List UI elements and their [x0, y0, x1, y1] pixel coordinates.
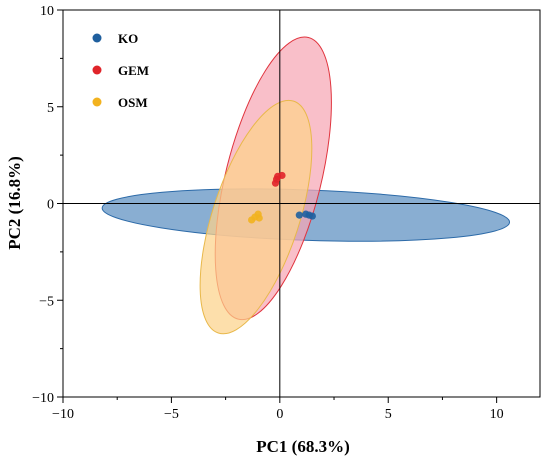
- x-tick-label: −10: [52, 407, 74, 422]
- legend-marker-gem: [92, 65, 102, 75]
- y-tick-label: 5: [47, 101, 54, 116]
- y-tick-label: −10: [32, 391, 54, 406]
- legend-marker-ko: [92, 33, 102, 43]
- y-tick-label: 0: [47, 198, 54, 213]
- legend: KO GEM OSM: [92, 31, 149, 110]
- point-ko-1: [295, 211, 303, 219]
- point-gem-4: [272, 175, 281, 183]
- y-tick-label: −5: [39, 294, 54, 309]
- x-axis-title: PC1 (68.3%): [256, 437, 349, 456]
- legend-label-ko: KO: [118, 31, 138, 46]
- x-tick-label: 5: [385, 407, 392, 422]
- reference-lines: [63, 10, 540, 397]
- point-ko-4: [308, 212, 316, 220]
- y-axis-title: PC2 (16.8%): [5, 156, 24, 249]
- data-points: [248, 171, 316, 224]
- x-tick-label: 10: [490, 407, 504, 422]
- legend-label-osm: OSM: [118, 95, 148, 110]
- x-tick-label: 0: [276, 407, 283, 422]
- y-tick-label: 10: [40, 4, 54, 19]
- point-gem-3: [278, 171, 286, 180]
- confidence-ellipses: [101, 36, 511, 335]
- legend-marker-osm: [92, 97, 102, 107]
- legend-label-gem: GEM: [118, 63, 149, 78]
- point-osm-4: [251, 213, 259, 221]
- axis-ticks: −10 −5 0 5 10 −10 −5 0 5 10: [32, 4, 504, 422]
- x-tick-label: −5: [164, 407, 179, 422]
